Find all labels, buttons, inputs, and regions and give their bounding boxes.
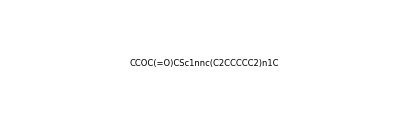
- Text: CCOC(=O)CSc1nnc(C2CCCCC2)n1C: CCOC(=O)CSc1nnc(C2CCCCC2)n1C: [129, 59, 279, 68]
